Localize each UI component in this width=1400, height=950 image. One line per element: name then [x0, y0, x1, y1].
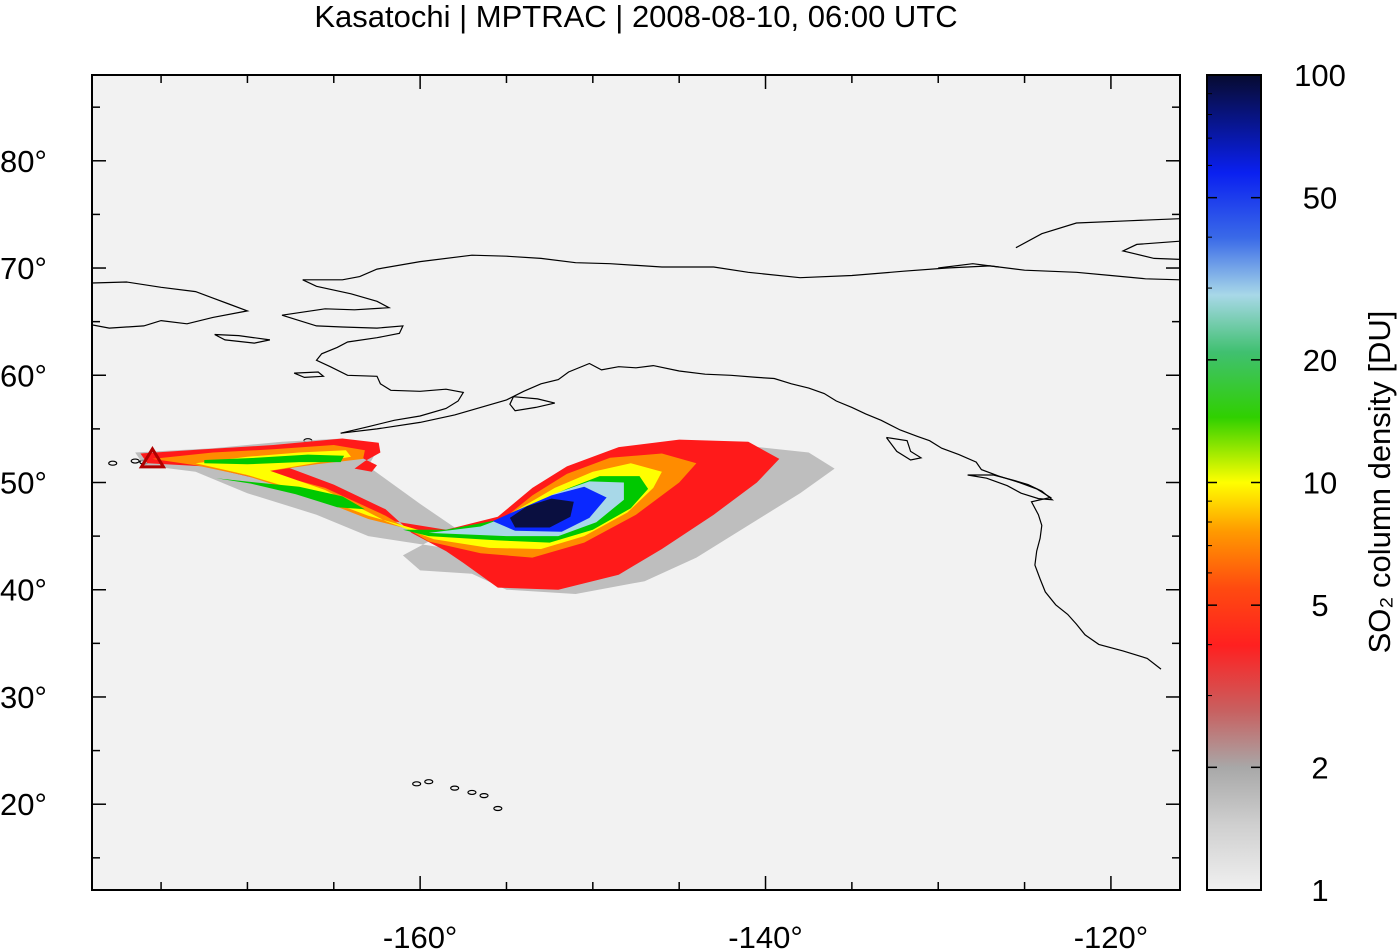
y-tick-label: 50°	[0, 466, 47, 501]
coastline	[281, 279, 465, 434]
y-tick-label: 70°	[0, 251, 47, 286]
x-tick-label: -160°	[383, 920, 457, 950]
colorbar-tick-label: 2	[1311, 750, 1328, 785]
y-tick-label: 30°	[0, 680, 47, 715]
plume-green-north	[204, 454, 345, 465]
y-tick-label: 20°	[0, 787, 47, 822]
y-axis: 20° 30° 40° 50° 60° 70° 80°	[0, 106, 1180, 859]
y-tick-label: 80°	[0, 144, 47, 179]
map-layer	[92, 218, 1180, 812]
x-axis: -160° -140° -120°	[160, 75, 1148, 950]
coastline	[293, 371, 325, 379]
colorbar-ticks: 1 2 5 10 20 50 100	[1207, 58, 1346, 908]
colorbar-tick-label: 20	[1303, 343, 1337, 378]
island-outline	[424, 779, 434, 785]
coastline	[1015, 218, 1180, 249]
coastline	[509, 396, 555, 412]
island-outline	[493, 805, 503, 812]
coastline	[302, 254, 1180, 281]
colorbar-tick-label: 10	[1303, 466, 1337, 501]
island-outline	[450, 785, 460, 791]
colorbar-tick-label: 1	[1311, 873, 1328, 908]
x-tick-label: -120°	[1074, 920, 1148, 950]
coastline	[1121, 240, 1180, 260]
colorbar-tick-label: 100	[1294, 58, 1346, 93]
island-outline	[130, 458, 140, 464]
island-outline	[479, 793, 489, 799]
coastline	[214, 333, 271, 344]
colorbar-label: SO₂ column density [DU]	[1362, 311, 1397, 654]
x-tick-label: -140°	[728, 920, 802, 950]
coastline	[967, 474, 1055, 501]
so2-plume	[135, 438, 835, 594]
island-outline	[412, 781, 422, 787]
coastline	[885, 436, 923, 461]
y-tick-label: 40°	[0, 573, 47, 608]
coastline	[938, 263, 999, 269]
island-outline	[467, 789, 477, 796]
island-outline	[108, 460, 118, 466]
coastline	[92, 281, 250, 329]
volcano-marker	[138, 446, 167, 469]
colorbar-tick-label: 5	[1311, 588, 1328, 623]
plume-green-inner	[216, 478, 365, 510]
colorbar-tick-label: 50	[1303, 181, 1337, 216]
plume-core	[509, 498, 574, 528]
coastline	[340, 362, 1162, 670]
chart-title: Kasatochi | MPTRAC | 2008-08-10, 06:00 U…	[314, 0, 957, 34]
y-tick-label: 60°	[0, 358, 47, 393]
